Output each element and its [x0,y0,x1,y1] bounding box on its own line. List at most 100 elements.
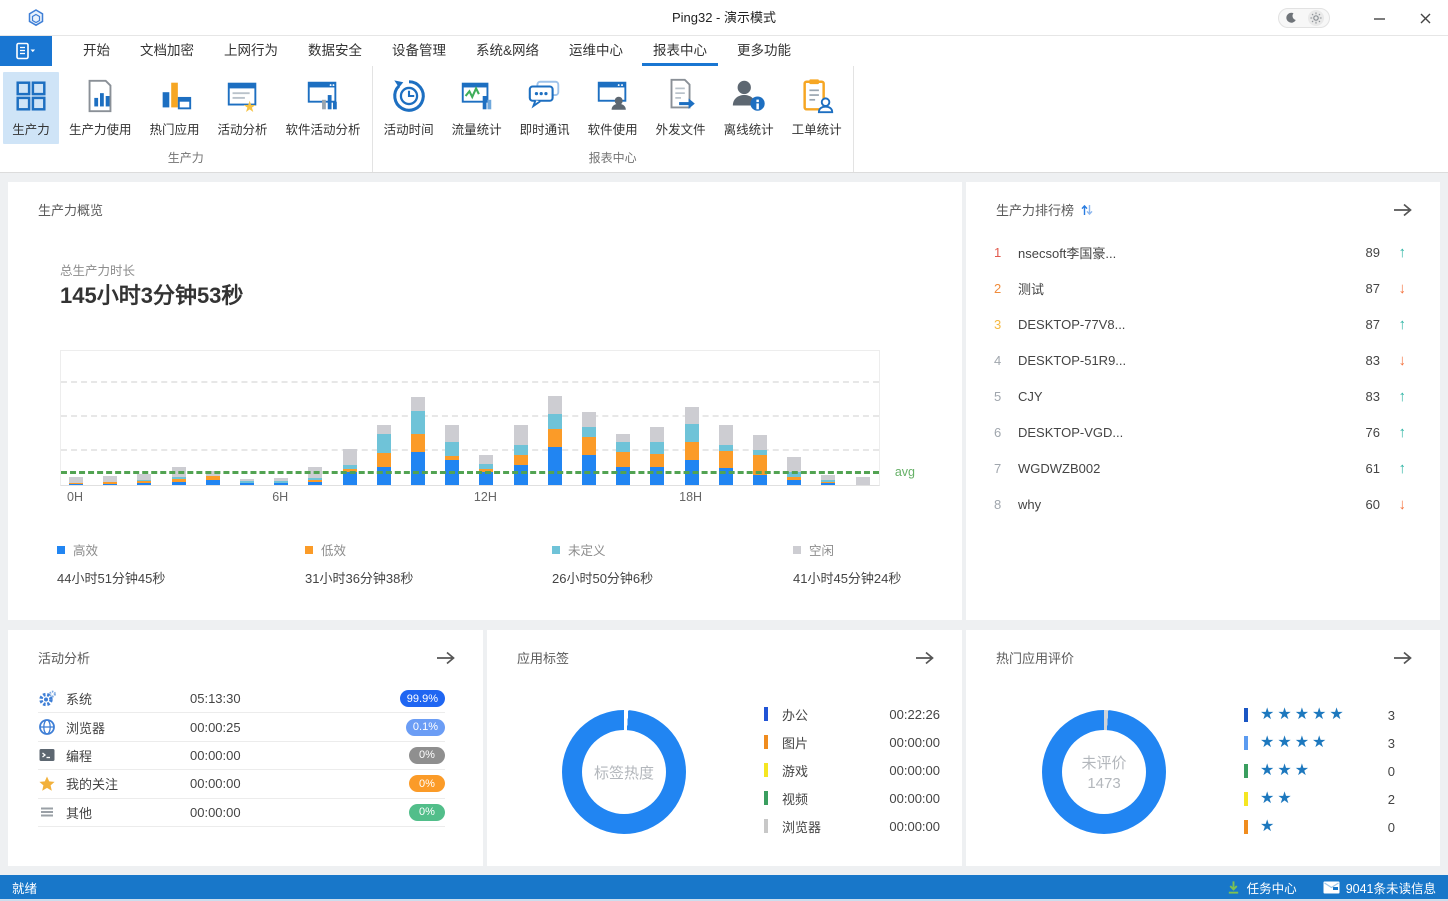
activity-list: 系统 05:13:30 99.9% 浏览器 00:00:25 0.1% 编程 00:00:00… [38,685,445,827]
task-center-button[interactable]: 任务中心 [1226,878,1297,897]
rank-score: 76 [1365,424,1380,440]
rank-score: 60 [1365,496,1380,512]
ranking-row-6[interactable]: 6 DESKTOP-VGD... 76 ↑ [966,414,1440,450]
tab-上网行为[interactable]: 上网行为 [224,43,278,58]
activity-percent-badge: 0% [409,803,445,821]
app-logo-icon [28,9,44,32]
bar-segment-未定义 [479,463,494,469]
ribbon-item-流量统计[interactable]: 流量统计 [444,72,510,144]
tab-更多功能[interactable]: 更多功能 [737,43,792,58]
bar-segment-未定义 [616,441,631,452]
ratings-donut-center-value: 1473 [1087,775,1121,792]
tag-color-tick [764,819,768,833]
tab-设备管理[interactable]: 设备管理 [392,43,446,58]
rank-number: 1 [994,244,1002,260]
tag-donut-center-label: 标签热度 [593,764,654,782]
bar-segment-高效 [616,467,631,485]
hot-apps-icon [155,76,195,116]
ribbon-item-即时通讯[interactable]: 即时通讯 [512,72,578,144]
rank-number: 2 [994,280,1002,296]
rank-number: 8 [994,496,1002,512]
rank-number: 4 [994,352,1002,368]
ribbon-item-label: 外发文件 [655,123,706,137]
ranking-more-arrow-icon[interactable] [1392,201,1414,219]
average-line: avg [61,465,915,479]
rating-color-tick [1244,736,1248,750]
rating-count: 2 [1387,791,1395,807]
star-icons: ★★★ [1260,762,1313,779]
star-icons: ★★★★ [1260,734,1330,751]
tags-more-arrow-icon[interactable] [914,649,936,667]
ranking-row-7[interactable]: 7 WGDWZB002 61 ↑ [966,450,1440,486]
moon-icon[interactable] [1285,12,1297,24]
panel-productivity-ranking: 生产力排行榜 1 nsecsoft李国豪... 89 ↑ 2 测试 87 ↓ 3 DESKTOP-… [966,182,1440,620]
sun-icon[interactable] [1307,10,1324,26]
ribbon-item-label: 工单统计 [791,123,842,137]
legend-item-低效: 低效 31小时36分钟38秒 [305,540,413,587]
bar-segment-高效 [376,467,391,485]
activity-name: 编程 [66,748,93,764]
sort-icon[interactable] [1081,203,1093,217]
star-icon [38,775,58,793]
tab-系统&网络[interactable]: 系统&网络 [476,43,540,58]
rank-name: DESKTOP-51R9... [1018,352,1127,368]
activity-more-arrow-icon[interactable] [435,649,457,667]
bar-segment-未定义 [240,481,254,483]
ranking-row-2[interactable]: 2 测试 87 ↓ [966,270,1440,306]
close-button[interactable] [1402,0,1448,36]
ribbon-item-生产力[interactable]: 生产力 [3,72,59,144]
tab-运维中心[interactable]: 运维中心 [569,43,624,58]
theme-toggle[interactable] [1278,8,1330,28]
tag-time: 00:00:00 [889,818,940,834]
tab-开始[interactable]: 开始 [83,43,110,58]
productivity-stacked-bar-chart: avg [60,350,915,486]
ribbon-group-生产力: 生产力 生产力使用 热门应用 活动分析 软件活动分析 生产力 [0,66,373,172]
ribbon-item-生产力使用[interactable]: 生产力使用 [61,72,140,144]
download-icon [1226,880,1241,895]
bar-segment-未定义 [718,445,733,451]
trend-down-arrow-icon: ↓ [1398,279,1407,297]
rank-score: 87 [1365,280,1380,296]
ribbon-item-热门应用[interactable]: 热门应用 [142,72,208,144]
ribbon-item-外发文件[interactable]: 外发文件 [648,72,714,144]
ranking-row-5[interactable]: 5 CJY 83 ↑ [966,378,1440,414]
ranking-row-3[interactable]: 3 DESKTOP-77V8... 87 ↑ [966,306,1440,342]
ribbon-tab-row: 开始 文档加密 上网行为 数据安全 设备管理 系统&网络 运维中心 报表中心 更多功能 [0,36,1448,66]
tab-报表中心[interactable]: 报表中心 [638,36,722,66]
tag-legend-row-视频: 视频 00:00:00 [764,784,940,812]
bar-segment-空闲 [274,478,289,481]
tab-数据安全[interactable]: 数据安全 [308,43,362,58]
rating-row-4-star: ★★★★ 3 [1244,729,1395,757]
bar-segment-低效 [342,468,357,472]
ribbon-item-离线统计[interactable]: 离线统计 [716,72,782,144]
ranking-row-8[interactable]: 8 why 60 ↓ [966,486,1440,522]
rating-row-1-star: ★ 0 [1244,813,1395,841]
ribbon-item-活动分析[interactable]: 活动分析 [210,72,276,144]
bar-segment-未定义 [650,441,665,454]
tab-文档加密[interactable]: 文档加密 [140,43,194,58]
ranking-list: 1 nsecsoft李国豪... 89 ↑ 2 测试 87 ↓ 3 DESKTOP-77V8...… [966,234,1440,522]
bar-hour-2 [137,474,152,485]
bar-segment-低效 [411,433,425,452]
app-menu-button[interactable] [0,36,52,66]
ribbon-item-软件使用[interactable]: 软件使用 [580,72,646,144]
bar-segment-低效 [103,482,118,484]
rank-number: 7 [994,460,1002,476]
globe-icon [38,718,58,736]
ribbon-item-工单统计[interactable]: 工单统计 [784,72,850,144]
bar-segment-空闲 [411,396,425,411]
ratings-more-arrow-icon[interactable] [1392,649,1414,667]
minimize-button[interactable] [1356,0,1402,36]
bar-segment-空闲 [103,476,118,482]
ranking-row-1[interactable]: 1 nsecsoft李国豪... 89 ↑ [966,234,1440,270]
activity-panel-title: 活动分析 [38,651,91,666]
bar-hour-13 [513,424,528,485]
tag-name: 浏览器 [782,819,822,835]
unread-messages-button[interactable]: 9041条未读信息 [1323,878,1436,897]
ribbon-toolbar: 生产力 生产力使用 热门应用 活动分析 软件活动分析 生产力 活动时间 流量统计 即时通讯 软件使… [0,66,1448,173]
ribbon-item-软件活动分析[interactable]: 软件活动分析 [278,72,369,144]
ranking-row-4[interactable]: 4 DESKTOP-51R9... 83 ↓ [966,342,1440,378]
gridline [61,449,879,451]
ribbon-item-label: 活动时间 [383,123,434,137]
ribbon-item-活动时间[interactable]: 活动时间 [376,72,442,144]
